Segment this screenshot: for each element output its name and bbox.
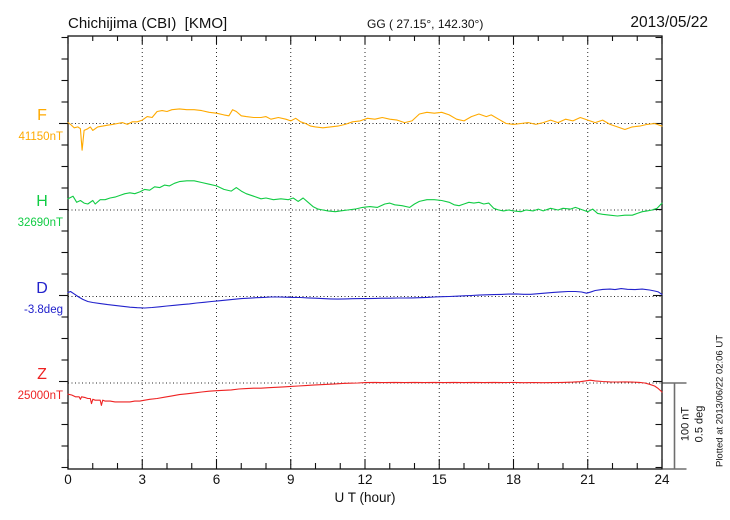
scale-bar — [662, 382, 687, 470]
channel-baselines — [68, 123, 662, 384]
curve-F — [67, 108, 663, 151]
curve-Z — [67, 379, 663, 406]
channel-reference-F: 41150nT — [18, 130, 63, 143]
x-tick-label: 12 — [357, 472, 373, 487]
x-tick-label: 24 — [654, 472, 670, 487]
plotted-at-note: Plotted at 2013/06/22 02:06 UT — [714, 334, 726, 468]
channel-reference-D: -3.8deg — [23, 303, 63, 316]
channel-reference-H: 32690nT — [17, 217, 63, 229]
geographic-coordinates: GG ( 27.15°, 142.30°) — [367, 17, 484, 31]
scale-bar-label-nt: 100 nT — [679, 406, 692, 442]
x-tick-label: 15 — [431, 472, 447, 487]
channel-letter-H: H — [36, 193, 48, 210]
scale-bar-label-deg: 0.5 deg — [693, 405, 705, 443]
x-tick-label: 9 — [286, 472, 295, 487]
vertical-gridlines — [141, 36, 589, 469]
scale-bar-label: 100 nT 0.5 deg — [679, 406, 707, 443]
x-tick-label: 0 — [64, 472, 72, 487]
channel-letter-D: D — [36, 279, 48, 297]
x-tick-label: 6 — [212, 472, 221, 487]
axis-ticks — [59, 36, 663, 469]
channel-letter-Z: Z — [37, 366, 47, 383]
x-axis-title: U T (hour) — [334, 490, 396, 505]
x-tick-label: 21 — [580, 472, 596, 487]
x-tick-label: 18 — [505, 472, 522, 487]
curve-D — [67, 288, 663, 309]
curve-H — [67, 180, 663, 217]
plot-date: 2013/05/22 — [630, 14, 708, 31]
station-title: Chichijima (CBI) [KMO] — [68, 15, 228, 32]
channel-reference-Z: 25000nT — [17, 390, 63, 402]
x-tick-label: 3 — [138, 472, 146, 487]
channel-letter-F: F — [37, 106, 47, 124]
